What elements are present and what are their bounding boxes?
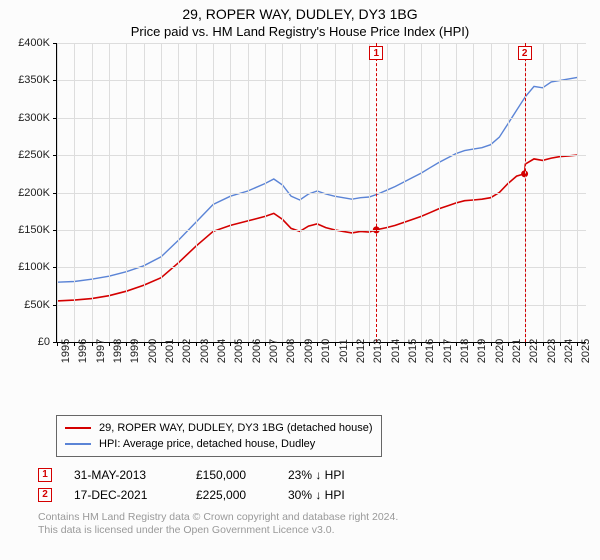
x-axis-labels: 1995199619971998199920002001200220032004…	[56, 347, 586, 407]
x-axis-label: 2016	[424, 339, 436, 363]
x-axis-label: 2006	[251, 339, 263, 363]
x-axis-label: 1999	[129, 339, 141, 363]
x-axis-label: 2003	[199, 339, 211, 363]
x-axis-label: 2001	[164, 339, 176, 363]
sale-row: 1 31-MAY-2013 £150,000 23% ↓ HPI	[38, 465, 590, 485]
x-axis-label: 2011	[338, 339, 350, 363]
sale-marker-box: 1	[369, 46, 383, 60]
x-axis-label: 2021	[511, 339, 523, 363]
x-axis-label: 2015	[407, 339, 419, 363]
sale-diff: 23% ↓ HPI	[288, 465, 345, 485]
x-axis-label: 2000	[147, 339, 159, 363]
legend-swatch	[65, 427, 91, 429]
y-axis-label: £400K	[18, 37, 50, 49]
x-axis-label: 2008	[285, 339, 297, 363]
x-axis-label: 2014	[390, 339, 402, 363]
sale-diff: 30% ↓ HPI	[288, 485, 345, 505]
x-axis-label: 2013	[372, 339, 384, 363]
sale-marker-box: 2	[518, 46, 532, 60]
chart-area: £0£50K£100K£150K£200K£250K£300K£350K£400…	[10, 43, 590, 413]
x-axis-label: 2022	[528, 339, 540, 363]
footer-line-1: Contains HM Land Registry data © Crown c…	[38, 511, 590, 524]
sale-date: 17-DEC-2021	[74, 485, 174, 505]
sale-marker: 1	[38, 468, 52, 482]
sale-row: 2 17-DEC-2021 £225,000 30% ↓ HPI	[38, 485, 590, 505]
y-axis-label: £200K	[18, 187, 50, 199]
x-axis-label: 2009	[303, 339, 315, 363]
legend-label: HPI: Average price, detached house, Dudl…	[99, 436, 315, 452]
x-axis-label: 2004	[216, 339, 228, 363]
x-axis-label: 2010	[320, 339, 332, 363]
x-axis-label: 2025	[580, 339, 592, 363]
chart-title: 29, ROPER WAY, DUDLEY, DY3 1BG	[10, 6, 590, 22]
sale-price: £150,000	[196, 465, 266, 485]
y-axis-label: £350K	[18, 74, 50, 86]
x-axis-label: 2019	[476, 339, 488, 363]
sale-marker: 2	[38, 488, 52, 502]
y-axis-label: £100K	[18, 261, 50, 273]
x-axis-label: 2023	[546, 339, 558, 363]
y-axis-label: £250K	[18, 149, 50, 161]
legend-swatch	[65, 443, 91, 445]
y-axis-label: £50K	[24, 299, 50, 311]
footer-line-2: This data is licensed under the Open Gov…	[38, 524, 590, 537]
plot-area: 12	[56, 43, 586, 343]
x-axis-label: 2007	[268, 339, 280, 363]
x-axis-label: 1998	[112, 339, 124, 363]
sale-price: £225,000	[196, 485, 266, 505]
y-axis-labels: £0£50K£100K£150K£200K£250K£300K£350K£400…	[10, 43, 54, 343]
x-axis-label: 2012	[355, 339, 367, 363]
x-axis-label: 2002	[181, 339, 193, 363]
y-axis-label: £0	[38, 336, 50, 348]
legend-label: 29, ROPER WAY, DUDLEY, DY3 1BG (detached…	[99, 420, 373, 436]
x-axis-label: 2017	[442, 339, 454, 363]
sales-table: 1 31-MAY-2013 £150,000 23% ↓ HPI 2 17-DEC-202…	[38, 465, 590, 505]
x-axis-label: 2005	[233, 339, 245, 363]
x-axis-label: 2020	[494, 339, 506, 363]
footer: Contains HM Land Registry data © Crown c…	[38, 511, 590, 537]
x-axis-label: 2024	[563, 339, 575, 363]
x-axis-label: 1996	[77, 339, 89, 363]
legend-item: HPI: Average price, detached house, Dudl…	[65, 436, 373, 452]
x-axis-label: 1995	[60, 339, 72, 363]
sale-date: 31-MAY-2013	[74, 465, 174, 485]
y-axis-label: £300K	[18, 112, 50, 124]
y-axis-label: £150K	[18, 224, 50, 236]
legend-item: 29, ROPER WAY, DUDLEY, DY3 1BG (detached…	[65, 420, 373, 436]
x-axis-label: 2018	[459, 339, 471, 363]
chart-subtitle: Price paid vs. HM Land Registry's House …	[10, 24, 590, 39]
legend: 29, ROPER WAY, DUDLEY, DY3 1BG (detached…	[56, 415, 382, 457]
x-axis-label: 1997	[95, 339, 107, 363]
